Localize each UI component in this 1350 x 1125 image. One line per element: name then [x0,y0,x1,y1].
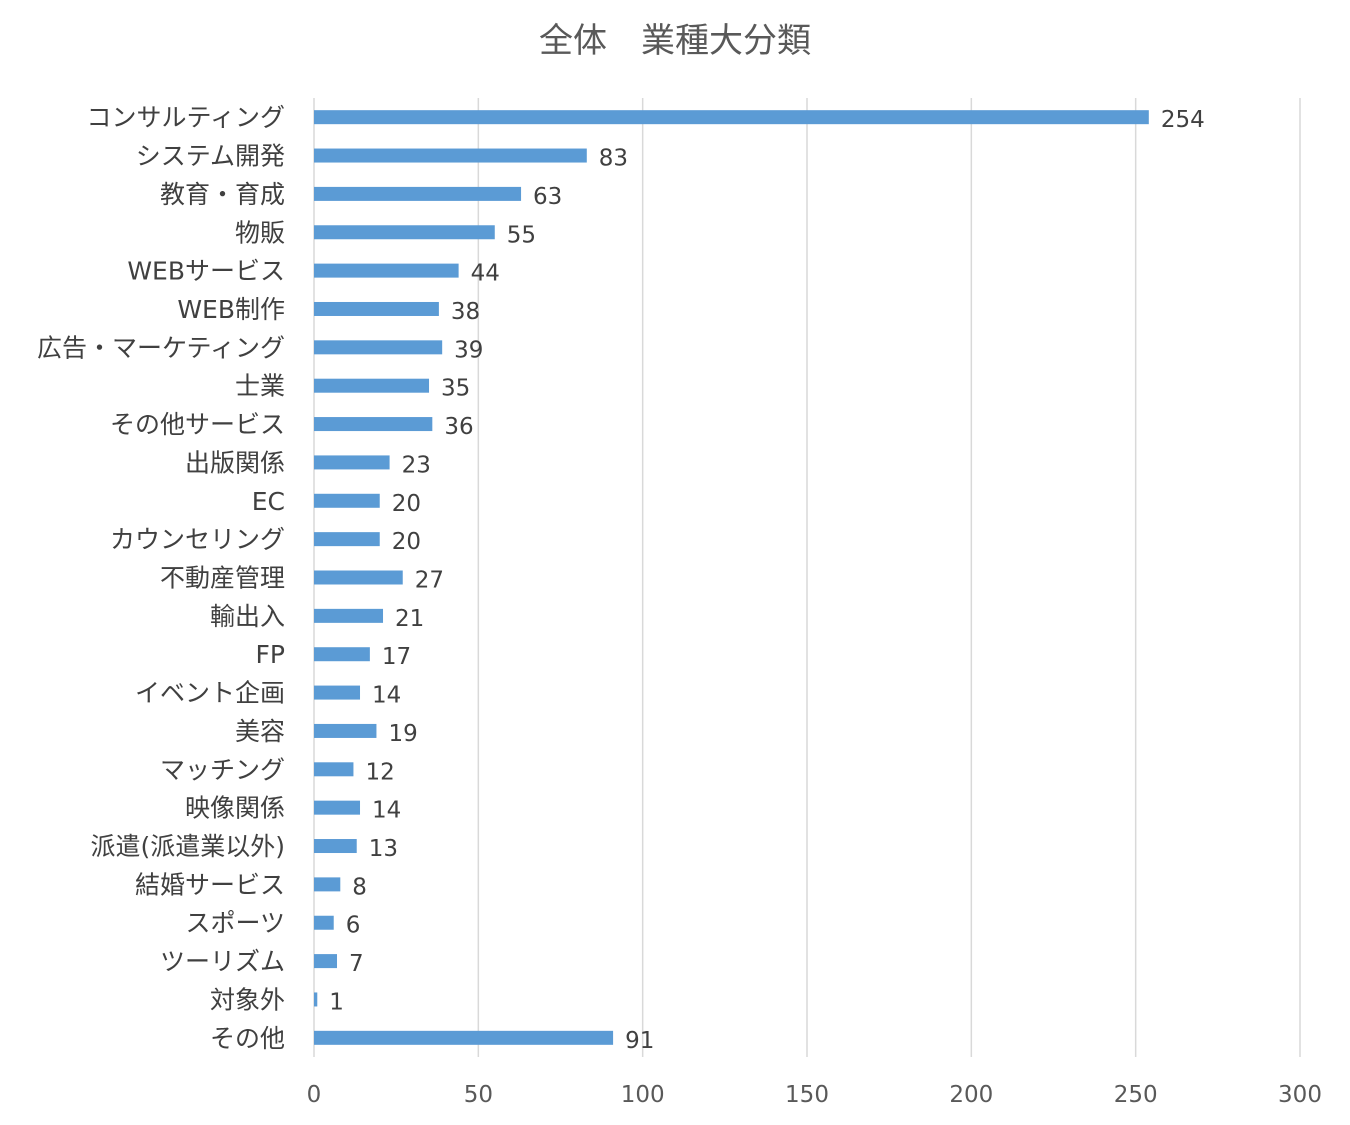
bar [314,839,357,854]
data-label: 27 [415,568,444,594]
category-label: マッチング [160,755,285,784]
data-label: 20 [392,491,421,517]
bar [314,417,433,432]
category-label: イベント企画 [135,679,285,708]
bar [314,148,587,163]
data-label: 14 [372,683,401,709]
category-label: WEBサービス [127,257,285,286]
category-label: 出版関係 [185,448,285,477]
data-label: 7 [349,951,364,977]
data-label: 20 [392,529,421,555]
gridlines [313,98,1301,1057]
bar [314,186,522,201]
bar [314,877,341,892]
data-label: 13 [369,836,398,862]
bar [314,110,1149,125]
data-label: 36 [444,414,473,440]
bar [314,915,334,930]
x-tick-label: 300 [1278,1082,1322,1108]
category-label: 美容 [235,717,285,746]
data-label: 6 [346,913,361,939]
x-tick-label: 0 [307,1082,322,1108]
data-label: 63 [533,184,562,210]
data-label: 55 [507,222,536,248]
data-label: 14 [372,798,401,824]
category-label: 映像関係 [185,794,285,823]
category-label: システム開発 [136,142,285,171]
data-label: 1 [329,989,344,1015]
data-label: 23 [402,452,431,478]
category-label: 不動産管理 [160,564,285,593]
x-tick-label: 100 [621,1082,665,1108]
category-label: コンサルティング [86,103,285,132]
bar [314,954,338,969]
bars [314,110,1149,1045]
data-label: 17 [382,644,411,670]
category-label: 結婚サービス [135,870,285,899]
category-label: FP [256,640,285,669]
data-label: 38 [451,299,480,325]
category-label: 教育・育成 [160,180,285,209]
bar [314,263,459,278]
data-label: 21 [395,606,424,632]
bar [314,340,443,355]
category-label: スポーツ [185,909,285,938]
data-labels: 254 83 63 55 44 38 39 35 36 23 20 20 27 21 17 14 19 12 14 1… [329,107,1204,1054]
bar [314,378,430,393]
bar [314,225,495,240]
data-label: 83 [599,146,628,172]
bar [314,301,439,316]
category-label: 物販 [235,218,285,247]
bar [314,800,361,815]
category-label: 広告・マーケティング [37,333,285,362]
data-label: 8 [352,874,367,900]
x-tick-label: 150 [785,1082,829,1108]
bar [314,992,318,1007]
category-label: 対象外 [210,985,285,1014]
x-axis-ticks: 0 50 100 150 200 250 300 [307,1082,1322,1108]
category-label: 士業 [235,372,285,401]
data-label: 19 [388,721,417,747]
bar [314,647,370,662]
category-label: その他サービス [110,410,285,439]
category-label: WEB制作 [177,295,285,324]
category-label: その他 [210,1024,285,1053]
data-label: 35 [441,376,470,402]
bar [314,685,361,700]
bar [314,532,380,547]
data-label: 39 [454,337,483,363]
category-label: EC [252,487,285,516]
data-label: 44 [471,261,500,287]
category-label: 輸出入 [210,602,285,631]
category-label: ツーリズム [160,947,285,976]
bar [314,723,377,738]
bar [314,455,390,470]
data-label: 12 [365,759,394,785]
bar [314,1030,614,1045]
bar [314,608,384,623]
x-tick-label: 250 [1114,1082,1158,1108]
x-tick-label: 50 [464,1082,493,1108]
bar [314,762,354,777]
bar [314,570,403,585]
data-label: 91 [625,1028,654,1054]
category-label: カウンセリング [110,525,285,554]
data-label: 254 [1161,107,1205,133]
chart-title: 全体 業種大分類 [539,21,811,61]
category-label: 派遣(派遣業以外) [90,832,285,861]
bar [314,493,380,508]
x-tick-label: 200 [949,1082,993,1108]
